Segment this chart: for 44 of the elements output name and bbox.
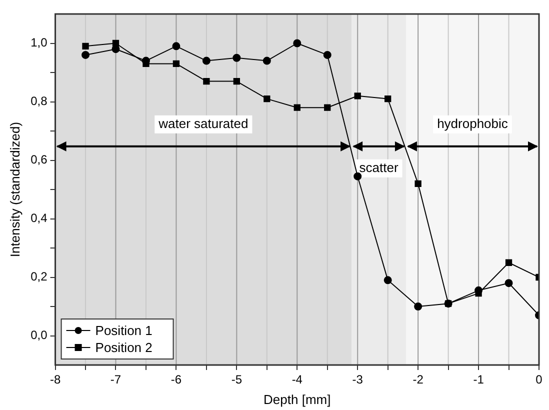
point xyxy=(294,104,300,111)
band-label: scatter xyxy=(359,160,399,175)
point xyxy=(414,302,422,310)
x-tick-label: -3 xyxy=(352,372,364,387)
y-axis-title: Intensity (standardized) xyxy=(7,122,22,258)
point xyxy=(384,95,392,102)
point xyxy=(202,56,210,65)
legend-label: Position 1 xyxy=(95,323,152,338)
point xyxy=(203,78,210,85)
point xyxy=(232,54,241,62)
point xyxy=(172,60,180,68)
point xyxy=(354,172,362,180)
legend-label: Position 2 xyxy=(95,340,152,356)
point xyxy=(82,50,90,59)
band-label: hydrophobic xyxy=(437,116,508,131)
y-tick-label: 0,8 xyxy=(30,94,48,108)
x-tick-label: -1 xyxy=(473,372,484,387)
point xyxy=(505,259,512,266)
x-tick-label: -4 xyxy=(292,372,303,387)
point xyxy=(262,56,271,65)
point xyxy=(82,42,89,50)
x-tick-label: -5 xyxy=(231,372,242,387)
point xyxy=(384,276,392,284)
point xyxy=(354,92,361,100)
x-tick-label: -7 xyxy=(110,372,122,387)
y-tick-label: 1,0 xyxy=(30,36,48,50)
band-label: water saturated xyxy=(158,116,248,131)
y-tick-label: 0,4 xyxy=(30,211,48,226)
point xyxy=(172,42,180,50)
y-tick-label: 0,2 xyxy=(30,270,48,284)
point xyxy=(233,78,240,85)
x-tick-label: -2 xyxy=(412,372,424,387)
x-axis-title: Depth [mm] xyxy=(264,392,331,407)
y-tick-label: 0,0 xyxy=(30,328,48,342)
x-tick-label: -8 xyxy=(50,372,61,387)
point xyxy=(264,95,270,102)
point xyxy=(324,104,331,111)
x-tick-label: -6 xyxy=(170,372,182,387)
y-tick-label: 0,6 xyxy=(30,152,48,167)
point xyxy=(293,39,302,48)
x-tick-label: 0 xyxy=(536,372,543,387)
point xyxy=(414,180,422,187)
point xyxy=(323,50,332,59)
point xyxy=(504,279,513,288)
